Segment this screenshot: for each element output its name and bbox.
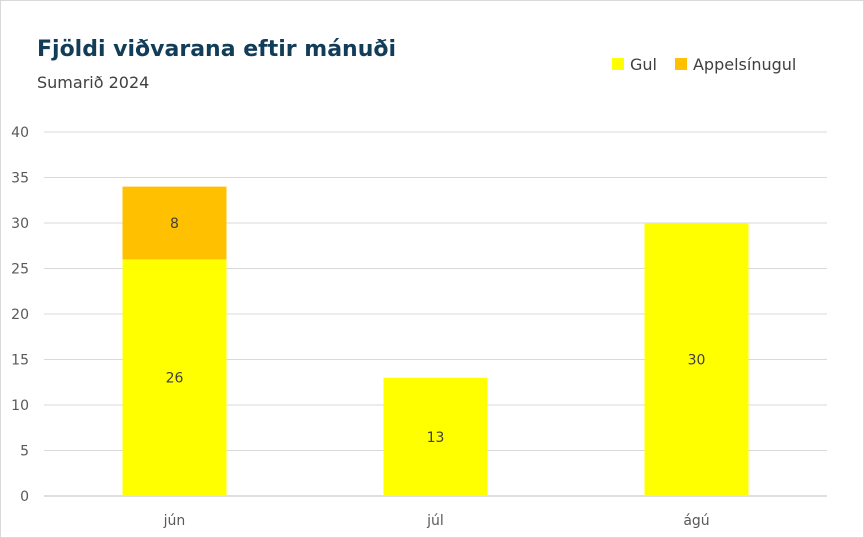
y-tick-label: 40 bbox=[11, 125, 29, 141]
x-category-label: júl bbox=[426, 513, 444, 529]
y-tick-label: 5 bbox=[20, 444, 29, 460]
data-label: 13 bbox=[427, 430, 445, 446]
bar-gul-0 bbox=[122, 259, 227, 496]
x-category-label: ágú bbox=[683, 513, 709, 529]
data-label: 30 bbox=[688, 353, 706, 369]
legend-item-appelsinugul: Appelsínugul bbox=[674, 54, 797, 74]
y-tick-label: 0 bbox=[20, 489, 29, 505]
data-label: 26 bbox=[166, 371, 184, 387]
bar-appelsinugul-0 bbox=[122, 186, 227, 260]
chart-legend: Gul Appelsínugul bbox=[612, 53, 814, 75]
y-tick-label: 20 bbox=[11, 307, 29, 323]
legend-swatch-appelsinugul bbox=[674, 58, 687, 70]
y-tick-label: 10 bbox=[11, 398, 29, 414]
y-axis-tick-labels: 0 5 10 15 20 25 30 35 40 bbox=[11, 125, 29, 505]
y-tick-label: 30 bbox=[11, 216, 29, 232]
bars: 26 8 13 30 bbox=[122, 186, 749, 496]
legend-label-gul: Gul bbox=[630, 54, 657, 74]
y-tick-label: 35 bbox=[11, 171, 29, 187]
chart-title: Fjöldi viðvarana eftir mánuði bbox=[37, 37, 397, 62]
bar-gul-2 bbox=[644, 223, 749, 496]
x-axis-category-labels: jún júl ágú bbox=[163, 513, 710, 529]
chart-subtitle: Sumarið 2024 bbox=[37, 73, 150, 92]
y-tick-label: 25 bbox=[11, 262, 29, 278]
legend-label-appelsinugul: Appelsínugul bbox=[692, 54, 797, 74]
y-tick-label: 15 bbox=[11, 353, 29, 369]
bar-gul-1 bbox=[383, 377, 488, 496]
data-label: 8 bbox=[170, 216, 179, 232]
legend-swatch-gul bbox=[612, 58, 624, 70]
x-category-label: jún bbox=[163, 513, 186, 529]
legend-item-gul: Gul bbox=[612, 55, 657, 74]
